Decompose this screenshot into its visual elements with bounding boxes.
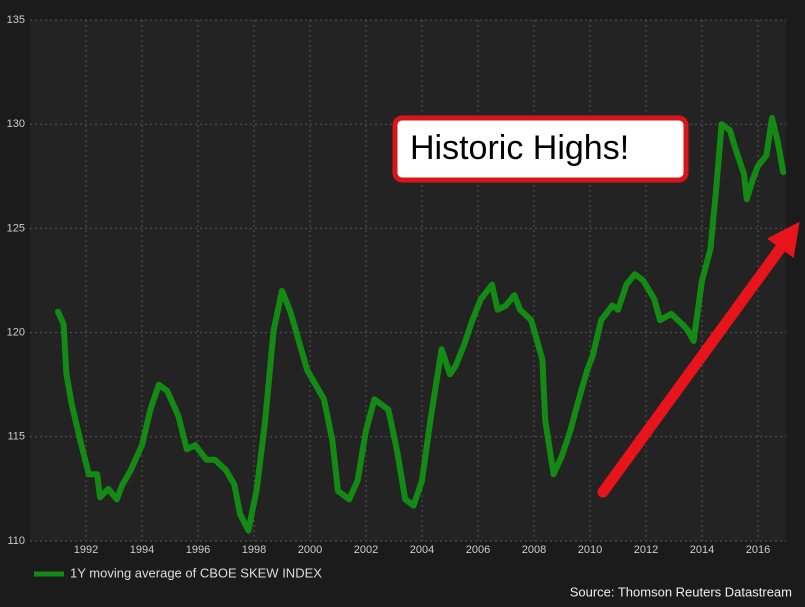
y-tick-label: 120 bbox=[7, 327, 25, 339]
x-tick-label: 1994 bbox=[130, 544, 154, 556]
x-tick-label: 1992 bbox=[74, 544, 98, 556]
y-tick-label: 125 bbox=[7, 222, 25, 234]
x-tick-label: 2000 bbox=[298, 544, 322, 556]
annotation-box bbox=[392, 115, 689, 183]
x-tick-label: 1996 bbox=[186, 544, 210, 556]
plot-area bbox=[30, 20, 786, 541]
x-tick-label: 2008 bbox=[522, 544, 546, 556]
y-tick-label: 110 bbox=[7, 535, 25, 547]
x-tick-label: 2016 bbox=[746, 544, 770, 556]
annotation: Historic Highs! bbox=[410, 129, 629, 167]
x-tick-label: 2002 bbox=[354, 544, 378, 556]
source: Source: Thomson Reuters Datastream bbox=[570, 584, 792, 599]
x-tick-label: 2010 bbox=[578, 544, 602, 556]
legend-label: 1Y moving average of CBOE SKEW INDEX bbox=[70, 565, 322, 580]
x-tick-label: 2012 bbox=[634, 544, 658, 556]
arrow bbox=[597, 221, 800, 498]
y-tick-label: 130 bbox=[7, 118, 25, 130]
x-tick-label: 2004 bbox=[410, 544, 434, 556]
y-tick-label: 135 bbox=[7, 14, 25, 26]
series-line bbox=[55, 114, 787, 534]
x-tick-label: 2006 bbox=[466, 544, 490, 556]
x-tick-label: 2014 bbox=[690, 544, 714, 556]
x-tick-label: 1998 bbox=[242, 544, 266, 556]
y-tick-label: 115 bbox=[7, 431, 25, 443]
